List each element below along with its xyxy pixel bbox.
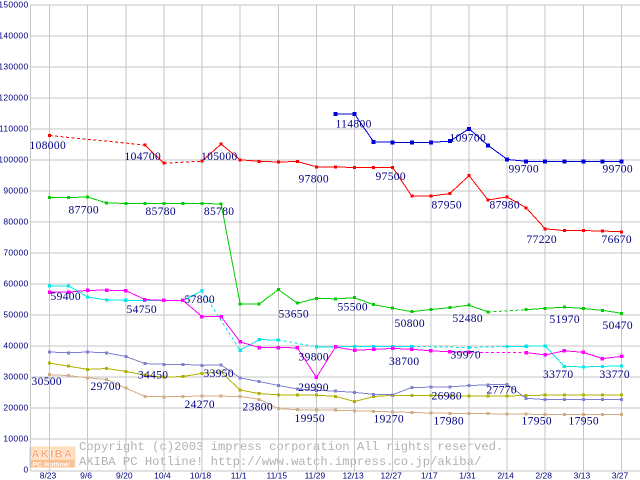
svg-text:9/6: 9/6 bbox=[80, 470, 92, 480]
svg-text:Copyright (c)2003 impress corp: Copyright (c)2003 impress corporation Al… bbox=[79, 440, 503, 454]
svg-text:23800: 23800 bbox=[243, 402, 274, 414]
svg-text:40000: 40000 bbox=[3, 341, 28, 351]
svg-text:30000: 30000 bbox=[3, 372, 28, 382]
svg-text:AKIBA PC Hotline! http://www: AKIBA PC Hotline! http://www.watch.impre… bbox=[79, 455, 481, 469]
svg-text:2/14: 2/14 bbox=[497, 470, 514, 480]
svg-text:80000: 80000 bbox=[3, 217, 28, 227]
svg-text:59400: 59400 bbox=[51, 291, 82, 303]
svg-text:20000: 20000 bbox=[3, 403, 28, 413]
svg-text:9/20: 9/20 bbox=[116, 470, 133, 480]
svg-text:114800: 114800 bbox=[336, 119, 372, 131]
svg-text:120000: 120000 bbox=[0, 93, 29, 103]
svg-text:17980: 17980 bbox=[434, 416, 465, 428]
svg-text:130000: 130000 bbox=[0, 62, 29, 72]
svg-text:53650: 53650 bbox=[279, 309, 310, 321]
svg-text:11/29: 11/29 bbox=[305, 470, 326, 480]
svg-text:PC Hotline!: PC Hotline! bbox=[33, 462, 71, 469]
svg-text:97800: 97800 bbox=[299, 174, 330, 186]
svg-text:8/23: 8/23 bbox=[40, 470, 57, 480]
svg-text:99700: 99700 bbox=[603, 164, 634, 176]
svg-text:17950: 17950 bbox=[569, 416, 600, 428]
svg-text:105000: 105000 bbox=[201, 151, 238, 163]
svg-text:76670: 76670 bbox=[602, 234, 633, 246]
svg-text:150000: 150000 bbox=[0, 0, 29, 10]
svg-text:3/27: 3/27 bbox=[612, 470, 629, 480]
svg-text:10000: 10000 bbox=[3, 434, 28, 444]
svg-text:70000: 70000 bbox=[3, 248, 28, 258]
svg-text:10/18: 10/18 bbox=[190, 470, 212, 480]
svg-text:3/13: 3/13 bbox=[574, 470, 591, 480]
svg-text:Copyright (c)2003 impress corp: Copyright (c)2003 impress corporation Al… bbox=[79, 440, 503, 454]
svg-text:87950: 87950 bbox=[432, 200, 463, 212]
svg-text:51970: 51970 bbox=[550, 314, 581, 326]
svg-text:140000: 140000 bbox=[0, 31, 29, 41]
svg-text:27770: 27770 bbox=[487, 385, 518, 397]
svg-text:2/28: 2/28 bbox=[535, 470, 552, 480]
svg-text:54750: 54750 bbox=[127, 304, 158, 316]
svg-text:11/1: 11/1 bbox=[231, 470, 247, 480]
svg-text:60000: 60000 bbox=[3, 279, 28, 289]
svg-text:1/17: 1/17 bbox=[421, 470, 438, 480]
svg-text:10/4: 10/4 bbox=[154, 470, 171, 480]
svg-text:104700: 104700 bbox=[125, 151, 162, 163]
svg-text:29990: 29990 bbox=[298, 382, 329, 394]
svg-text:39970: 39970 bbox=[451, 350, 482, 362]
svg-text:87980: 87980 bbox=[490, 200, 521, 212]
svg-text:1/31: 1/31 bbox=[459, 470, 476, 480]
svg-text:26980: 26980 bbox=[432, 391, 463, 403]
svg-text:50000: 50000 bbox=[3, 310, 28, 320]
svg-text:33770: 33770 bbox=[543, 369, 574, 381]
svg-text:85780: 85780 bbox=[204, 206, 235, 218]
svg-text:38700: 38700 bbox=[389, 356, 420, 368]
svg-text:57800: 57800 bbox=[185, 294, 216, 306]
svg-text:87700: 87700 bbox=[69, 205, 100, 217]
svg-text:12/13: 12/13 bbox=[342, 470, 364, 480]
svg-text:100000: 100000 bbox=[0, 155, 29, 165]
svg-text:19270: 19270 bbox=[374, 414, 405, 426]
svg-text:34450: 34450 bbox=[138, 370, 169, 382]
svg-text:85780: 85780 bbox=[146, 206, 177, 218]
svg-text:AKIBA PC Hotline! http://www: AKIBA PC Hotline! http://www.watch.impre… bbox=[79, 455, 481, 469]
svg-text:90000: 90000 bbox=[3, 186, 28, 196]
svg-text:109700: 109700 bbox=[450, 133, 487, 145]
svg-text:77220: 77220 bbox=[527, 234, 558, 246]
svg-text:0: 0 bbox=[23, 465, 28, 475]
svg-text:12/27: 12/27 bbox=[381, 470, 403, 480]
svg-text:33770: 33770 bbox=[600, 369, 631, 381]
svg-text:52480: 52480 bbox=[453, 313, 484, 325]
svg-text:24270: 24270 bbox=[185, 399, 216, 411]
svg-text:108000: 108000 bbox=[30, 140, 67, 152]
svg-text:33950: 33950 bbox=[204, 368, 235, 380]
svg-text:17950: 17950 bbox=[522, 416, 553, 428]
svg-text:99700: 99700 bbox=[509, 164, 540, 176]
svg-text:97500: 97500 bbox=[376, 171, 407, 183]
svg-text:50800: 50800 bbox=[395, 318, 426, 330]
svg-text:50470: 50470 bbox=[603, 320, 634, 332]
svg-text:55500: 55500 bbox=[338, 301, 369, 313]
svg-text:19950: 19950 bbox=[295, 413, 326, 425]
svg-text:11/15: 11/15 bbox=[266, 470, 287, 480]
svg-text:39800: 39800 bbox=[299, 352, 330, 364]
svg-text:AKIBA: AKIBA bbox=[32, 449, 74, 461]
svg-text:30500: 30500 bbox=[32, 376, 63, 388]
svg-text:110000: 110000 bbox=[0, 124, 29, 134]
svg-text:29700: 29700 bbox=[91, 381, 122, 393]
